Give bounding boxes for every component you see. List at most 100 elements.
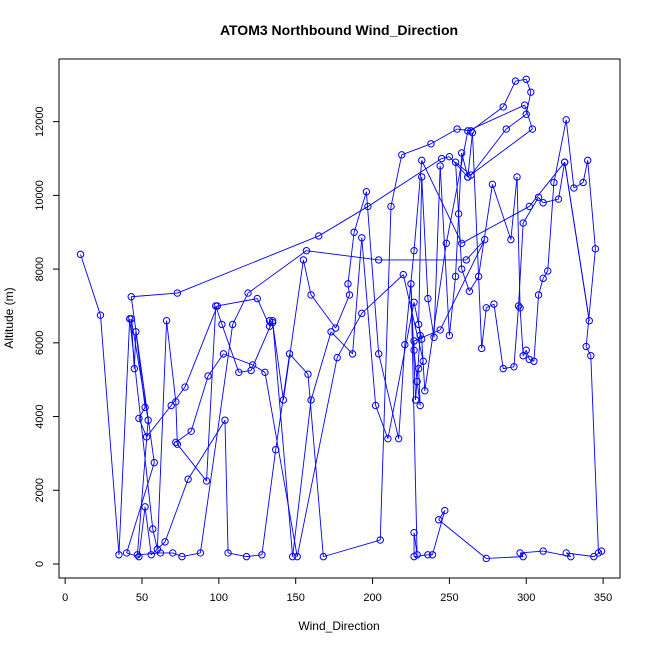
x-axis-label: Wind_Direction [298,619,379,633]
series-segment [486,303,495,309]
x-tick-label: 100 [210,592,228,604]
data-point [582,342,590,351]
data-point [525,202,534,211]
y-tick-label: 8000 [34,257,46,281]
data-point [554,195,563,203]
series-segment [100,315,120,555]
data-point [228,320,237,329]
series-segment [175,401,178,445]
data-point [416,401,424,410]
data-point [418,173,426,181]
data-point [132,328,140,336]
series-segment [573,182,584,189]
data-point [142,433,151,441]
series-layer [76,75,606,563]
series-segment [130,318,149,421]
data-point [462,256,471,264]
data-point [149,525,157,533]
series-segment [529,358,535,362]
series-segment [232,292,249,325]
series-segment [418,368,421,406]
series-segment [510,176,518,240]
series-segment [223,353,253,366]
series-segment [564,162,590,321]
data-point [172,398,180,406]
series-segment [525,92,532,115]
series-segment [585,346,592,356]
data-point [413,377,421,386]
data-point [122,549,131,557]
data-point [560,158,569,166]
series-segment [438,510,446,521]
data-point [436,326,444,334]
data-point [204,372,212,380]
data-point [302,246,311,255]
data-point [141,503,149,511]
x-tick-label: 150 [287,592,305,604]
series-segment [199,324,234,553]
series-segment [590,355,599,553]
data-point [488,180,497,189]
data-point [539,274,547,283]
series-segment [289,353,309,375]
series-segment [166,320,177,402]
series-segment [126,462,155,554]
series-segment [306,250,379,261]
data-point [442,239,451,248]
series-segment [131,292,178,298]
series-segment [264,372,298,557]
data-point [272,446,280,454]
data-point [401,340,409,349]
x-tick-label: 0 [62,592,68,604]
series-segment [238,370,252,373]
series-segment [282,259,304,401]
series-segment [347,232,355,284]
data-point [235,368,243,377]
data-point [410,337,418,345]
series-segment [467,128,533,178]
data-point [539,547,547,555]
data-point [169,549,177,557]
data-point [265,317,274,325]
series-segment [365,191,380,354]
series-segment [413,302,423,340]
data-point [410,246,418,255]
data-point [221,416,229,424]
data-point [156,549,165,557]
data-point [528,125,537,133]
data-point [510,363,518,371]
data-point [218,320,226,329]
data-point [333,353,341,362]
data-point [562,116,570,124]
data-point [534,291,543,299]
data-point [445,152,454,161]
series-segment [565,119,575,189]
data-point [187,427,195,435]
data-point [516,304,524,312]
data-point [513,173,521,181]
data-point [130,364,139,373]
series-segment [224,420,229,553]
series-segment [465,239,486,261]
series-segment [455,152,463,277]
series-segment [138,407,146,419]
data-point [299,256,308,264]
series-segment [410,283,418,555]
data-point [579,178,587,187]
data-point [490,300,498,308]
x-tick-label: 350 [594,592,612,604]
data-point [202,477,211,485]
series-segment [493,304,504,369]
series-segment [187,419,226,480]
series-segment [138,506,146,557]
data-point [213,302,222,310]
series-segment [519,307,524,356]
series-segment [558,162,566,200]
series-segment [206,305,217,482]
data-point [522,110,530,118]
data-point [184,475,192,483]
series-segment [176,443,207,482]
data-point [482,554,490,563]
data-point [133,551,142,559]
